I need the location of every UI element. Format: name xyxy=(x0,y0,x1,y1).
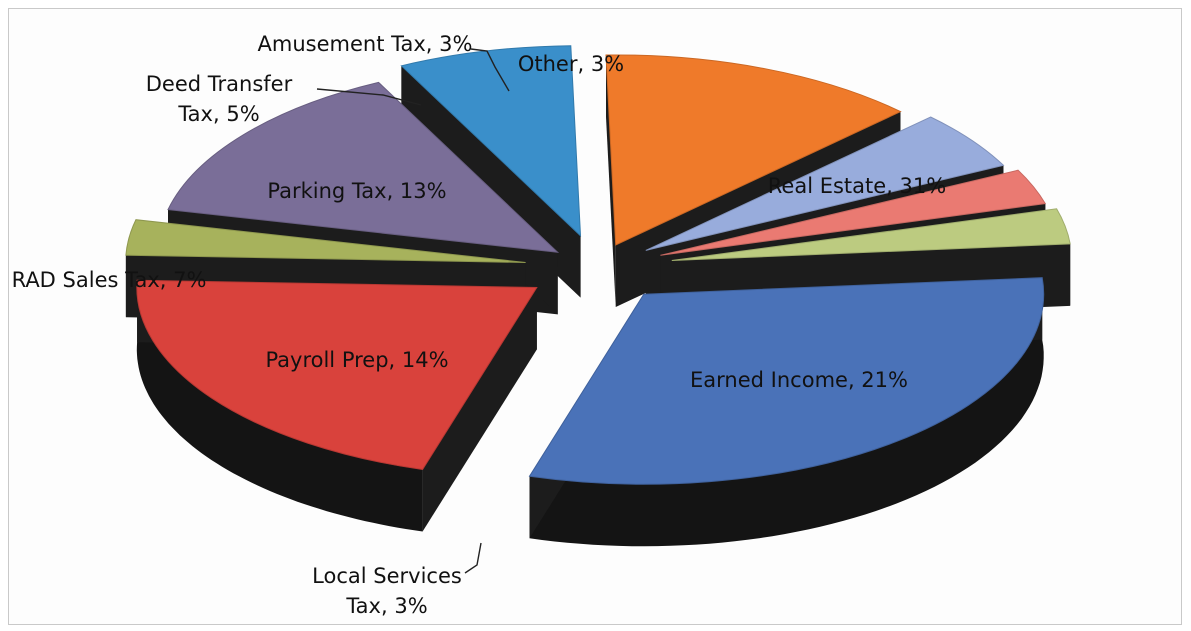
data-label-other: Other, 3% xyxy=(518,52,624,76)
pie-chart: Real Estate, 31% Earned Income, 21% Local … xyxy=(12,32,1071,618)
slice-local-services-tax xyxy=(125,219,526,263)
slice-side-earned-income xyxy=(136,280,423,532)
slice-other xyxy=(671,208,1071,261)
leader-line-amusement-tax xyxy=(470,48,510,92)
data-label-local-services-tax: Local Services Tax, 3% xyxy=(312,564,462,618)
slice-real-estate xyxy=(528,277,1045,485)
slice-wall-parking-tax-0 xyxy=(606,55,616,307)
slice-parking-tax xyxy=(605,54,902,246)
slice-side-real-estate xyxy=(529,277,1044,547)
data-label-rad-sales-tax: RAD Sales Tax, 7% xyxy=(12,268,207,292)
slice-rad-sales-tax xyxy=(400,45,582,237)
data-label-amusement-tax: Amusement Tax, 3% xyxy=(258,32,473,56)
data-label-payroll-prep: Payroll Prep, 14% xyxy=(265,348,448,372)
data-label-parking-tax: Parking Tax, 13% xyxy=(267,179,446,203)
slice-amusement-tax xyxy=(660,169,1047,256)
data-label-real-estate: Real Estate, 31% xyxy=(768,174,946,198)
slice-earned-income xyxy=(136,279,538,471)
slice-deed-transfer-tax xyxy=(645,116,1005,251)
data-label-earned-income: Earned Income, 21% xyxy=(690,368,908,392)
data-label-deed-transfer-tax: Deed Transfer Tax, 5% xyxy=(146,72,293,126)
chart-frame: Real Estate, 31% Earned Income, 21% Local … xyxy=(8,8,1182,625)
leader-line-deed-transfer-tax xyxy=(316,88,422,106)
leader-line-local-services-tax xyxy=(464,542,482,574)
